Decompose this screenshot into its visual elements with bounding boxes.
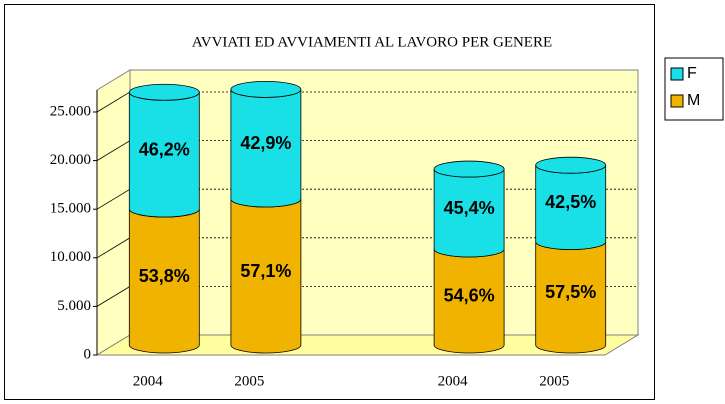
side-wall [96, 69, 131, 356]
side-grid-line [96, 188, 131, 210]
data-label: 45,4% [444, 198, 495, 218]
legend-label: F [687, 65, 697, 82]
data-label: 42,9% [240, 133, 291, 153]
y-tick-label: 5.000 [57, 298, 91, 314]
legend-swatch [670, 67, 684, 81]
y-tick-label: 25.000 [50, 103, 91, 119]
legend-label: M [687, 92, 700, 109]
x-tick-label: 2005 [234, 373, 264, 389]
side-grid-line [96, 140, 131, 161]
x-tick-label: 2004 [133, 373, 164, 389]
cylinder-top [433, 160, 505, 178]
side-grid-line [96, 91, 131, 113]
x-tick-label: 2005 [539, 373, 569, 389]
data-label: 54,6% [444, 286, 495, 306]
x-tick-label: 2004 [438, 373, 469, 389]
cylinder-top [230, 80, 302, 98]
legend-swatch [670, 94, 684, 108]
data-label: 53,8% [139, 266, 190, 286]
y-tick-label: 10.000 [50, 249, 91, 265]
y-tick-label: 20.000 [50, 152, 91, 168]
data-label: 57,5% [545, 282, 596, 302]
y-tick-label: 15.000 [50, 201, 91, 217]
side-grid-line [96, 237, 131, 259]
side-grid-line [96, 286, 131, 307]
chart-title: AVVIATI ED AVVIAMENTI AL LAVORO PER GENE… [192, 34, 552, 50]
data-label: 57,1% [240, 261, 291, 281]
cylinder-top [535, 156, 607, 174]
data-label: 42,5% [545, 192, 596, 212]
data-label: 46,2% [139, 139, 190, 159]
cylinder-top [128, 83, 200, 101]
y-tick-label: 0 [84, 346, 92, 362]
